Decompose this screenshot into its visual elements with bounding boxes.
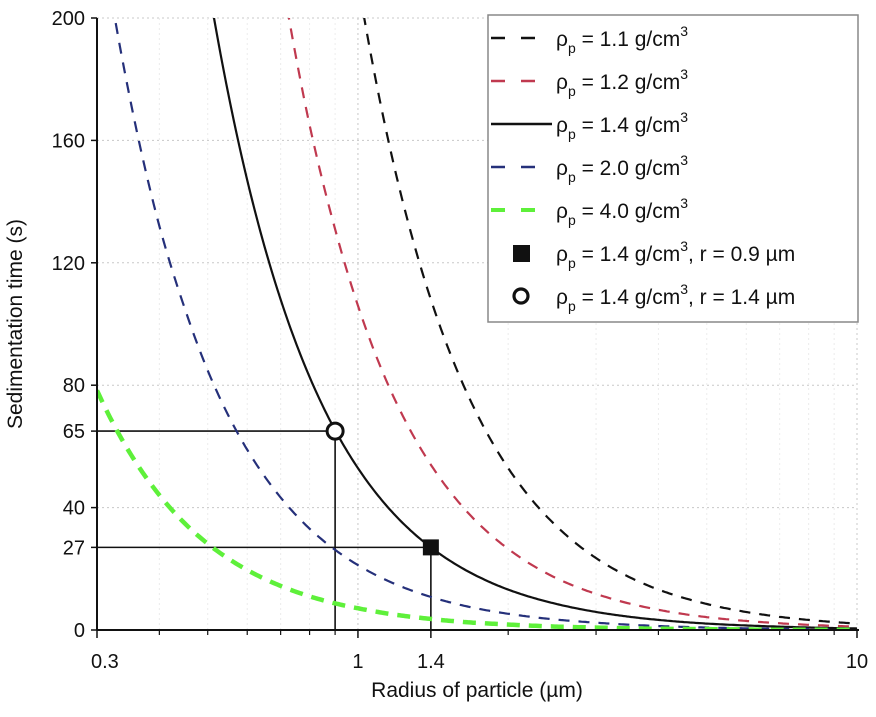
y-tick-label: 120 — [52, 253, 85, 275]
y-tick-label: 27 — [63, 537, 85, 559]
y-tick-label: 160 — [52, 130, 85, 152]
legend-box — [487, 14, 859, 323]
markers — [325, 421, 439, 556]
legend-entry-3: ρp = 2.0 g/cm3 — [556, 152, 688, 185]
y-tick-label: 0 — [74, 620, 85, 642]
x-tick-label: 0.3 — [91, 651, 119, 673]
x-tick-label: 1 — [352, 651, 363, 673]
marker-circle — [325, 421, 345, 441]
legend-entry-0: ρp = 1.1 g/cm3 — [556, 23, 688, 56]
axes: 0 27 40 65 80 120 160 200 0.3 1 1.4 10 — [52, 8, 869, 673]
series-line-2 — [212, 18, 858, 630]
y-axis-label: Sedimentation time (s) — [4, 219, 27, 429]
x-tick-label: 1.4 — [417, 651, 445, 673]
y-tick-label: 40 — [63, 498, 85, 520]
series-line-0 — [363, 18, 858, 625]
legend-entry-2: ρp = 1.4 g/cm3 — [556, 109, 688, 142]
y-tick-label: 200 — [52, 8, 85, 30]
marker-square — [422, 539, 439, 556]
x-tick-label: 10 — [846, 651, 868, 673]
series-line-4 — [97, 389, 857, 631]
legend-entry-4: ρp = 4.0 g/cm3 — [556, 195, 688, 228]
legend-entry-5: ρp = 1.4 g/cm3, r = 0.9 µm — [556, 238, 795, 271]
legend-entry-6: ρp = 1.4 g/cm3, r = 1.4 µm — [556, 281, 795, 314]
y-tick-label: 65 — [63, 421, 85, 443]
legend: ρp = 1.1 g/cm3 ρp = 1.2 g/cm3 ρp = 1.4 g/c… — [487, 14, 859, 323]
legend-entry-1: ρp = 1.2 g/cm3 — [556, 66, 688, 99]
legend-square-swatch — [513, 245, 530, 262]
legend-circle-swatch — [512, 287, 530, 305]
y-tick-label: 80 — [63, 375, 85, 397]
reference-lines — [97, 430, 432, 630]
x-axis-label: Radius of particle (µm) — [371, 679, 583, 702]
